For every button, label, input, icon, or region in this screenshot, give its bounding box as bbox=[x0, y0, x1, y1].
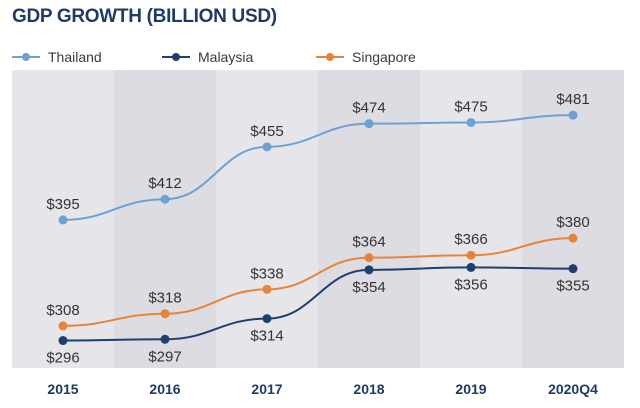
data-point-singapore-2015 bbox=[58, 321, 68, 331]
series-line-malaysia bbox=[62, 266, 574, 342]
data-point-malaysia-2016 bbox=[160, 334, 170, 344]
x-tick-label-2015: 2015 bbox=[47, 381, 78, 397]
data-point-malaysia-2018 bbox=[364, 265, 374, 275]
data-label-singapore-2019: $366 bbox=[454, 231, 487, 248]
data-point-thailand-2020q4 bbox=[568, 110, 578, 120]
data-point-singapore-2018 bbox=[364, 253, 374, 263]
chart-title: GDP GROWTH (BILLION USD) bbox=[12, 6, 277, 27]
legend-label-malaysia: Malaysia bbox=[198, 49, 254, 65]
data-point-singapore-2017 bbox=[262, 284, 272, 294]
x-tick-label-2017: 2017 bbox=[251, 381, 282, 397]
data-label-malaysia-2019: $356 bbox=[454, 276, 487, 293]
data-label-thailand-2015: $395 bbox=[46, 196, 79, 213]
data-label-malaysia-2017: $314 bbox=[250, 328, 283, 345]
legend-item-malaysia: Malaysia bbox=[162, 48, 253, 66]
x-tick-label-2019: 2019 bbox=[455, 381, 486, 397]
legend-label-singapore: Singapore bbox=[352, 49, 416, 65]
data-label-malaysia-2016: $297 bbox=[148, 348, 181, 365]
data-point-thailand-2016 bbox=[160, 194, 170, 204]
legend-item-thailand: Thailand bbox=[12, 48, 102, 66]
data-label-thailand-2019: $475 bbox=[454, 98, 487, 115]
data-point-malaysia-2015 bbox=[58, 336, 68, 346]
data-label-singapore-2018: $364 bbox=[352, 234, 385, 251]
legend-swatch-singapore bbox=[316, 53, 344, 61]
data-label-malaysia-2020q4: $355 bbox=[556, 278, 589, 295]
data-label-singapore-2017: $338 bbox=[250, 265, 283, 282]
data-point-thailand-2019 bbox=[466, 117, 476, 127]
data-label-singapore-2015: $308 bbox=[46, 302, 79, 319]
data-label-thailand-2018: $474 bbox=[352, 100, 385, 117]
chart-legend: Thailand Malaysia Singapore bbox=[12, 48, 640, 66]
data-point-singapore-2019 bbox=[466, 250, 476, 260]
data-point-malaysia-2017 bbox=[262, 314, 272, 324]
legend-item-singapore: Singapore bbox=[316, 48, 416, 66]
background-band-2020q4 bbox=[522, 70, 624, 368]
data-label-thailand-2017: $455 bbox=[250, 123, 283, 140]
data-point-thailand-2015 bbox=[58, 215, 68, 225]
data-point-singapore-2016 bbox=[160, 309, 170, 319]
data-point-malaysia-2020q4 bbox=[568, 264, 578, 274]
data-label-singapore-2020q4: $380 bbox=[556, 214, 589, 231]
legend-swatch-malaysia bbox=[162, 53, 190, 61]
data-point-malaysia-2019 bbox=[466, 262, 476, 272]
background-band-2016 bbox=[114, 70, 216, 368]
data-point-singapore-2020q4 bbox=[568, 233, 578, 243]
data-label-thailand-2016: $412 bbox=[148, 175, 181, 192]
x-tick-label-2016: 2016 bbox=[149, 381, 180, 397]
data-label-malaysia-2015: $296 bbox=[46, 350, 79, 367]
x-tick-label-2018: 2018 bbox=[353, 381, 384, 397]
data-label-singapore-2016: $318 bbox=[148, 290, 181, 307]
line-chart: $395 $412 $455 $474 $475 $481 $296 $297 $314 $354… bbox=[12, 70, 624, 397]
data-label-malaysia-2018: $354 bbox=[352, 279, 385, 296]
legend-label-thailand: Thailand bbox=[48, 49, 102, 65]
data-label-thailand-2020q4: $481 bbox=[556, 91, 589, 108]
series-line-thailand bbox=[62, 114, 574, 221]
series-line-singapore bbox=[62, 237, 574, 327]
data-point-thailand-2018 bbox=[364, 119, 374, 129]
data-point-thailand-2017 bbox=[262, 142, 272, 152]
legend-swatch-thailand bbox=[12, 53, 40, 61]
x-tick-label-2020q4: 2020Q4 bbox=[548, 381, 598, 397]
